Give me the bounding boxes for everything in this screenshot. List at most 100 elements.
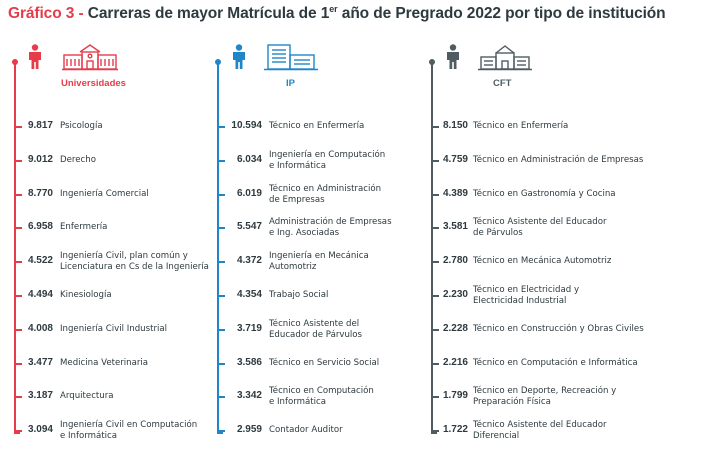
universidades-row-value: 4.522 <box>27 255 53 267</box>
universidades-row-label: Ingeniería Civil, plan común y Licenciat… <box>60 251 209 273</box>
universidades-row-tick <box>15 430 22 433</box>
universidades-row-label: Ingeniería Civil Industrial <box>60 323 168 334</box>
office-building-icon <box>264 44 318 71</box>
cft-row-tick <box>432 328 439 331</box>
ip-row-label: Técnico en Enfermería <box>269 121 365 131</box>
universidades-row-label: Enfermería <box>60 222 108 233</box>
universidades-row-label: Kinesiología <box>60 290 112 300</box>
cft-row-tick <box>432 227 439 230</box>
ip-row-label: Técnico en Computación e Informática <box>269 386 374 408</box>
cft-row-value: 2.228 <box>442 322 468 334</box>
ip-row-value: 3.342 <box>236 390 262 402</box>
chart-title-sup: er <box>329 3 338 14</box>
cft-row-value: 3.581 <box>442 221 468 233</box>
cft-row-tick <box>432 362 439 365</box>
cft-row-value: 4.389 <box>442 187 468 199</box>
universidades-row-label: Psicología <box>60 121 103 131</box>
cft-row-value: 2.230 <box>442 289 468 300</box>
ip-row-value: 2.959 <box>236 424 262 436</box>
universidades-row-tick <box>15 396 22 399</box>
cft-row-value: 2.216 <box>442 356 468 368</box>
cft-row-label: Técnico Asistente del Educador Diferenci… <box>473 420 607 442</box>
group-cft-label: CFT <box>493 78 512 89</box>
university-building-icon <box>62 44 118 71</box>
cft-rail-end <box>431 432 437 435</box>
universidades-row-tick <box>15 126 22 128</box>
group-ip-rail: 10.594 Técnico en Enfermería 6.034 Ingenier… <box>212 40 412 440</box>
universidades-row-value: 9.817 <box>27 120 53 131</box>
cft-row-value: 1.799 <box>442 390 468 402</box>
cft-rail-line <box>431 62 433 434</box>
ip-rail-end <box>217 432 223 435</box>
group-ip-header: IP <box>212 40 442 89</box>
universidades-row-tick <box>15 328 22 331</box>
universidades-row-value: 4.494 <box>27 289 53 300</box>
cft-row-value: 1.722 <box>442 424 468 436</box>
person-icon <box>447 44 459 69</box>
ip-row-value: 3.719 <box>236 322 262 334</box>
cft-row-value: 8.150 <box>442 120 468 131</box>
ip-row-label: Ingeniería en Mecánica Automotriz <box>269 251 369 273</box>
cft-row-tick <box>432 295 439 297</box>
cft-row-tick <box>432 261 439 264</box>
ip-row-tick <box>218 159 225 162</box>
ip-row-label: Técnico en Administración de Empresas <box>269 183 382 205</box>
ip-row-label: Técnico en Servicio Social <box>269 357 380 368</box>
universidades-row-value: 3.094 <box>27 424 53 436</box>
universidades-row-tick <box>15 261 22 264</box>
cft-row-value: 2.780 <box>442 255 468 267</box>
universidades-row-value: 3.477 <box>27 356 53 368</box>
ip-row-tick <box>218 430 225 433</box>
cft-row-value: 4.759 <box>442 153 468 165</box>
cft-row-label: Técnico en Deporte, Recreación y Prepara… <box>473 386 617 408</box>
cft-row-tick <box>432 430 439 433</box>
chart-title-lead: Gráfico 3 - <box>8 5 84 22</box>
universidades-rail-end <box>14 432 20 435</box>
group-universidades-header: Universidades <box>10 40 240 89</box>
ip-row-label: Administración de Empresas e Ing. Asocia… <box>269 217 392 239</box>
person-icon <box>233 44 245 69</box>
ip-row-value: 10.594 <box>231 120 262 131</box>
chart-title: Gráfico 3 - Carreras de mayor Matrícula … <box>8 3 666 23</box>
ip-row-tick <box>218 328 225 331</box>
group-cft-rail: 8.150 Técnico en Enfermería 4.759 Técnico e… <box>426 40 644 441</box>
ip-row-label: Trabajo Social <box>269 290 329 300</box>
ip-row-label: Técnico Asistente del Educador de Párvul… <box>269 318 363 340</box>
group-cft: CFT 8.150 Técnico en Enfermería 4.759 Técni… <box>426 40 696 450</box>
universidades-row-tick <box>15 227 22 230</box>
cft-row-label: Técnico en Mecánica Automotriz <box>473 256 612 267</box>
ip-row-tick <box>218 396 225 399</box>
universidades-row-tick <box>15 159 22 162</box>
group-universidades: Universidades 9.817 Psicología 9.012 Derech… <box>10 40 240 450</box>
ip-row-value: 4.354 <box>236 289 262 300</box>
universidades-row-label: Derecho <box>60 154 96 165</box>
universidades-row-value: 9.012 <box>27 153 53 165</box>
cft-row-label: Técnico en Enfermería <box>473 121 569 131</box>
universidades-row-tick <box>15 193 22 196</box>
ip-row-value: 3.586 <box>236 356 262 368</box>
ip-row-value: 6.034 <box>236 153 262 165</box>
ip-row-tick <box>218 126 225 128</box>
cft-row-tick <box>432 193 439 196</box>
group-ip: IP 10.594 Técnico en Enfermería 6.034 Ingen… <box>212 40 442 450</box>
cft-row-tick <box>432 159 439 162</box>
universidades-rail-line <box>14 62 16 434</box>
school-building-icon <box>478 45 532 71</box>
cft-row-tick <box>432 126 439 128</box>
chart-title-tail: año de Pregrado 2022 por tipo de institu… <box>341 5 666 22</box>
cft-row-label: Técnico Asistente del Educador de Párvul… <box>473 217 607 239</box>
group-universidades-label: Universidades <box>61 78 126 89</box>
cft-row-label: Técnico en Construcción y Obras Civiles <box>473 323 644 334</box>
cft-rail-dot <box>429 59 435 65</box>
cft-row-label: Técnico en Electricidad y Electricidad I… <box>473 285 580 306</box>
universidades-row-label: Ingeniería Comercial <box>60 188 149 199</box>
ip-row-tick <box>218 227 225 230</box>
cft-row-label: Técnico en Administración de Empresas <box>473 154 644 165</box>
universidades-row-label: Ingeniería Civil en Computación e Inform… <box>60 420 198 442</box>
universidades-row-value: 4.008 <box>27 322 53 334</box>
universidades-row-value: 3.187 <box>27 390 53 402</box>
group-cft-header: CFT <box>426 40 656 89</box>
chart-title-text: Carreras de mayor Matrícula de 1 <box>87 5 330 22</box>
ip-row-value: 4.372 <box>236 255 262 267</box>
